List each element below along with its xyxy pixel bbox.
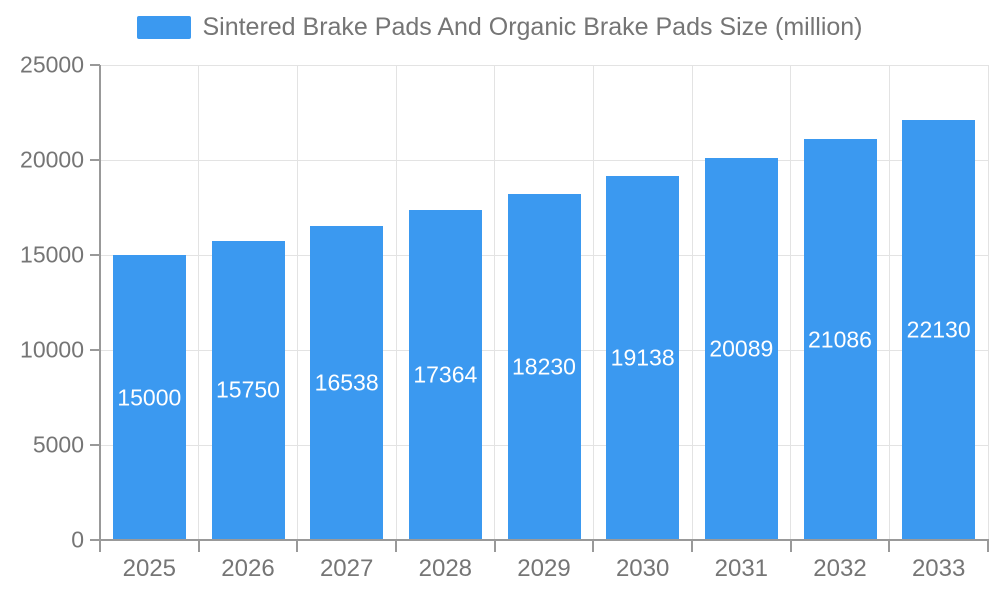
x-axis-tick [197, 541, 200, 552]
x-axis-tick [592, 541, 595, 552]
bar-2028[interactable] [408, 210, 482, 540]
x-axis-label: 2030 [615, 555, 670, 582]
bar-value-label: 18230 [512, 353, 576, 380]
x-axis-tick [99, 541, 101, 552]
plot-area: 0 5000 10000 15000 20000 25000 15000 2025 15750 2… [20, 52, 989, 582]
gridline-vertical [592, 65, 594, 540]
x-axis-tick [987, 541, 989, 552]
x-axis-label: 2027 [319, 555, 374, 582]
y-axis-tick [90, 539, 100, 541]
bar-value-label: 15000 [117, 384, 182, 410]
bar-value-label: 15750 [216, 376, 280, 403]
x-axis-label: 2031 [714, 555, 769, 582]
x-axis-tick [493, 541, 496, 552]
gridline-vertical [198, 65, 200, 540]
gridline-vertical [494, 65, 496, 540]
legend-swatch-icon [137, 16, 192, 39]
y-axis-label: 0 [71, 526, 84, 553]
y-axis-tick [90, 64, 100, 66]
x-axis-tick [789, 541, 792, 552]
bar-2030[interactable] [606, 176, 680, 540]
gridline-vertical [987, 65, 989, 540]
gridline-vertical [691, 65, 693, 540]
legend-label: Sintered Brake Pads And Organic Brake Pa… [202, 13, 863, 41]
gridline-horizontal [100, 159, 988, 161]
y-axis-tick [90, 444, 100, 446]
bar-2032[interactable] [803, 139, 877, 540]
y-axis-label: 20000 [20, 146, 84, 173]
bar-2027[interactable] [310, 225, 384, 540]
x-axis-label: 2028 [418, 555, 473, 582]
bar-2029[interactable] [507, 193, 581, 540]
x-axis-tick [888, 541, 891, 552]
y-axis-label: 10000 [20, 336, 84, 363]
y-axis-label: 25000 [20, 51, 84, 78]
bar-2031[interactable] [704, 158, 778, 540]
x-axis-tick [691, 541, 693, 552]
x-axis-label: 2026 [221, 555, 275, 582]
bar-value-label: 16538 [314, 369, 379, 396]
gridline-vertical [395, 65, 397, 540]
x-axis-label: 2029 [517, 555, 571, 582]
gridline-vertical [296, 65, 298, 540]
x-axis-line [99, 539, 989, 541]
x-axis-label: 2025 [122, 555, 177, 582]
gridline-vertical [888, 65, 890, 540]
bar-value-label: 20089 [709, 335, 774, 362]
y-axis-label: 5000 [32, 431, 84, 458]
x-axis-label: 2032 [813, 555, 867, 582]
x-axis-tick [296, 541, 299, 552]
gridline-horizontal [100, 64, 988, 66]
bar-value-label: 22130 [906, 316, 971, 343]
y-axis-tick [90, 349, 100, 351]
y-axis-label: 15000 [20, 241, 84, 268]
bar-2025[interactable] [112, 255, 186, 540]
y-axis-tick [90, 159, 100, 161]
chart-legend[interactable]: Sintered Brake Pads And Organic Brake Pa… [0, 13, 1000, 42]
y-axis-line [99, 65, 101, 541]
bar-value-label: 19138 [610, 344, 675, 371]
bar-value-label: 21086 [808, 326, 872, 353]
bar-value-label: 17364 [413, 361, 478, 388]
bar-2026[interactable] [211, 240, 285, 540]
gridline-vertical [790, 65, 792, 540]
bar-2033[interactable] [902, 119, 976, 540]
x-axis-label: 2033 [911, 555, 966, 582]
x-axis-tick [395, 541, 397, 552]
y-axis-tick [90, 254, 100, 256]
